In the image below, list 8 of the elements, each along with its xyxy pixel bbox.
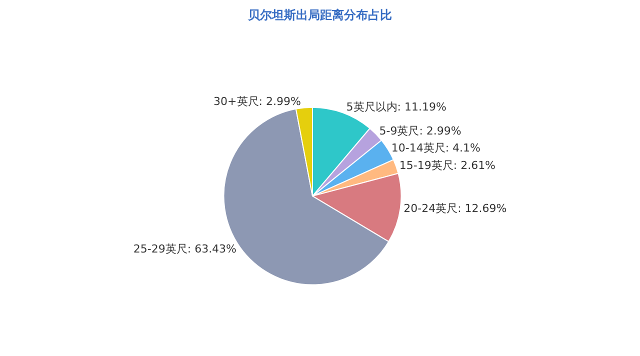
slice-label: 5-9英尺: 2.99% — [379, 124, 462, 138]
slice-label: 30+英尺: 2.99% — [214, 94, 301, 108]
slice-label: 20-24英尺: 12.69% — [404, 202, 507, 216]
slice-label: 15-19英尺: 2.61% — [399, 159, 496, 172]
slice-label: 5英尺以内: 11.19% — [346, 100, 446, 114]
chart-title: 贝尔坦斯出局距离分布占比 — [247, 8, 392, 22]
slice-label: 25-29英尺: 63.43% — [133, 242, 237, 256]
slice-label: 10-14英尺: 4.1% — [391, 141, 480, 154]
